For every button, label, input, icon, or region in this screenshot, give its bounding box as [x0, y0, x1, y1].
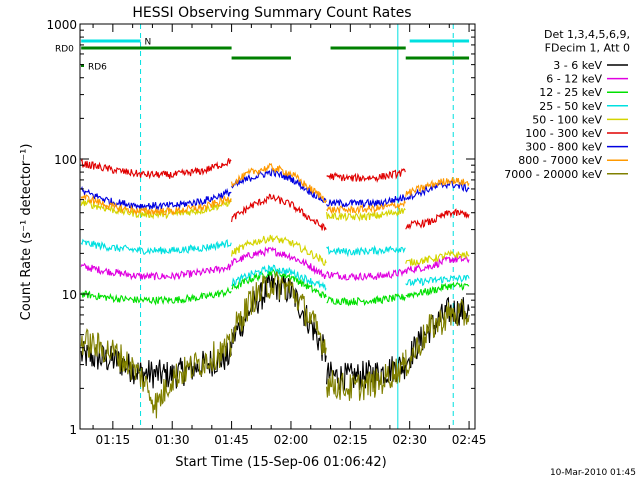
series-0-segment-3	[405, 296, 470, 369]
x-tick-label-5: 02:30	[392, 433, 427, 447]
series-8-segment-1	[231, 271, 327, 355]
series-4	[80, 198, 470, 266]
flag-label-3: RD6	[88, 63, 107, 73]
y-axis-label: Count Rate (s⁻¹ detector⁻¹)	[19, 144, 34, 321]
series-5-segment-1	[231, 193, 327, 232]
series-4-segment-1	[231, 234, 327, 266]
legend-header-0: Det 1,3,4,5,6,9,	[544, 28, 630, 41]
series-7-segment-0	[80, 194, 232, 216]
flag-marker-3	[81, 64, 84, 67]
legend-label-0: 3 - 6 keV	[553, 59, 602, 72]
chart-title: HESSI Observing Summary Count Rates	[132, 5, 411, 21]
series-2-segment-0	[80, 286, 232, 306]
series-3-segment-3	[405, 274, 470, 287]
legend-label-8: 7000 - 20000 keV	[504, 168, 602, 181]
flag-label-0: N	[145, 38, 152, 48]
series-1-segment-3	[405, 254, 470, 274]
legend-header-1: FDecim 1, Att 0	[545, 42, 630, 55]
series-1-segment-1	[231, 246, 327, 280]
axes: 01:15 01:30 01:45 02:00 02:15 02:30 02:45 1 10 10…	[46, 18, 486, 447]
series-4-segment-3	[405, 249, 470, 266]
x-tick-label-0: 01:15	[96, 433, 131, 447]
flag-bars: N RD0 RD6	[55, 38, 470, 73]
series-8-segment-2	[326, 352, 406, 401]
legend-label-3: 25 - 50 keV	[539, 100, 602, 113]
legend-label-4: 50 - 100 keV	[532, 113, 602, 126]
x-tick-label-3: 02:00	[274, 433, 309, 447]
series-3-segment-2	[326, 244, 406, 258]
series-2-segment-2	[326, 292, 406, 307]
x-tick-label-2: 01:45	[214, 433, 249, 447]
x-tick-label-6: 02:45	[452, 433, 487, 447]
plot-area	[79, 24, 470, 429]
plot-frame	[79, 23, 476, 430]
footer-timestamp: 10-Mar-2010 01:45	[550, 468, 636, 478]
series-8-segment-3	[405, 298, 470, 377]
series-7-segment-2	[326, 200, 406, 215]
series-3-segment-1	[231, 264, 327, 292]
series-6	[80, 168, 470, 211]
y-tick-label-1: 10	[62, 288, 77, 302]
flag-label-1: RD0	[55, 45, 74, 55]
series-8-segment-0	[80, 328, 232, 419]
series-3	[80, 238, 470, 292]
series-7	[80, 162, 470, 216]
series-2-segment-3	[405, 281, 470, 299]
series-1-segment-0	[80, 262, 232, 281]
series-5	[80, 158, 470, 232]
legend-label-2: 12 - 25 keV	[539, 86, 602, 99]
legend-label-6: 300 - 800 keV	[525, 141, 602, 154]
series-5-segment-2	[326, 168, 406, 183]
legend-label-5: 100 - 300 keV	[525, 127, 602, 140]
series-6-segment-0	[80, 186, 232, 211]
y-tick-label-2: 100	[54, 153, 77, 167]
series-1-segment-2	[326, 268, 406, 282]
series-8	[80, 271, 470, 419]
series-7-segment-3	[405, 177, 470, 197]
series-0-segment-0	[80, 341, 232, 389]
legend: Det 1,3,4,5,6,9,FDecim 1, Att 0 3 - 6 keV…	[504, 28, 630, 181]
legend-label-1: 6 - 12 keV	[546, 73, 602, 86]
series-1	[80, 246, 470, 282]
series-4-segment-2	[326, 207, 406, 222]
series-7-segment-1	[231, 162, 327, 204]
y-tick-label-0: 1	[69, 423, 77, 437]
series-6-segment-2	[326, 193, 406, 209]
legend-label-7: 800 - 7000 keV	[518, 154, 602, 167]
series-3-segment-0	[80, 238, 232, 255]
y-tick-label-3: 1000	[46, 18, 77, 32]
series-5-segment-3	[405, 208, 470, 230]
x-tick-label-4: 02:15	[333, 433, 368, 447]
series-4-segment-0	[80, 198, 232, 220]
x-tick-label-1: 01:30	[155, 433, 190, 447]
series-5-segment-0	[80, 158, 232, 180]
x-axis-label: Start Time (15-Sep-06 01:06:42)	[175, 455, 386, 470]
